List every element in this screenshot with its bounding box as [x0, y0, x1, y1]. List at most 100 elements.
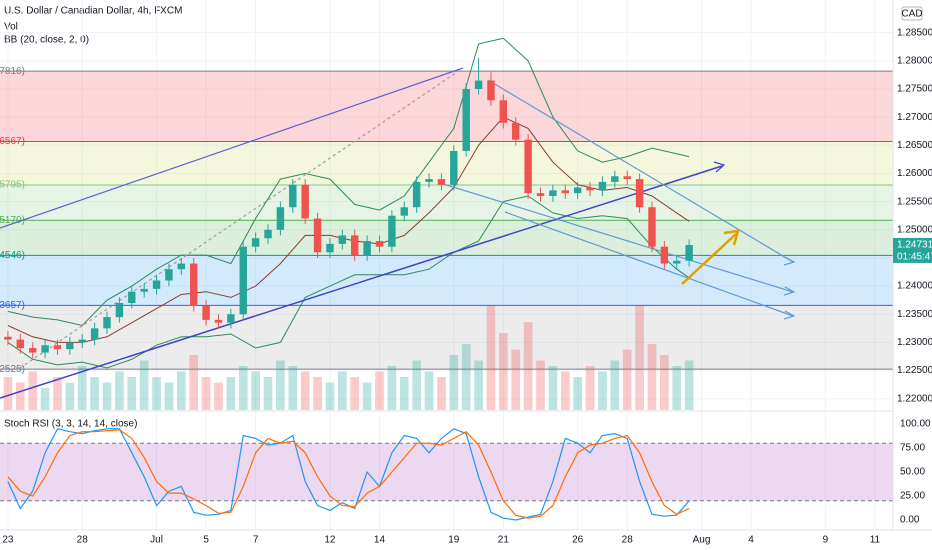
last-price: 1.24731 [897, 240, 932, 251]
y-tick-label: 1.24000 [897, 281, 932, 292]
arrow-head [723, 229, 740, 246]
candle-body [499, 100, 508, 123]
candle-body [103, 317, 111, 329]
volume-bar [127, 377, 137, 410]
volume-bar [164, 382, 174, 410]
candle-body [685, 244, 693, 261]
candle-body [289, 184, 297, 208]
volume-bar [176, 371, 186, 410]
x-tick-label: 12 [324, 535, 336, 546]
candle-body [474, 80, 483, 89]
candle-body [78, 339, 86, 343]
volume-bar [102, 382, 112, 410]
arrow-head [783, 310, 796, 320]
volume-bar [660, 355, 669, 410]
x-tick-label: 28 [77, 535, 89, 546]
candle-body [375, 241, 384, 247]
y-tick-label: 1.22500 [897, 365, 932, 376]
drawings [0, 67, 796, 399]
candle-body [549, 190, 557, 196]
x-tick-label: 19 [448, 535, 460, 546]
bb-band [7, 37, 690, 327]
x-tick-label: 21 [498, 535, 510, 546]
indicator-label: Stoch RSI (3, 3, 14, 14, close) [4, 419, 137, 430]
volume-bar [3, 377, 13, 410]
volume-bar [387, 366, 397, 410]
candle-body [276, 207, 285, 230]
projection-arrow [681, 233, 737, 285]
candle-body [16, 339, 25, 349]
candle-body [90, 328, 99, 340]
volume-bar [15, 382, 25, 410]
currency-box [901, 6, 923, 21]
arrow-head [713, 161, 726, 173]
volume-bar [536, 360, 545, 410]
volume-bar [560, 371, 570, 410]
candle-body [4, 336, 12, 340]
candle-body [648, 207, 656, 247]
volume-bar [263, 377, 273, 410]
x-tick-label: 4 [748, 535, 754, 546]
y-tick-label: 0.00 [900, 515, 920, 526]
indicator-label: BB (20, close, 2, 0) [4, 35, 89, 46]
candle-body [115, 302, 124, 318]
candle-body [227, 314, 235, 323]
y-tick-label: 1.26500 [897, 140, 932, 151]
y-tick-label: 1.22000 [897, 393, 932, 404]
volume-bar [238, 366, 248, 410]
volume-bar [214, 382, 223, 410]
candle-body [400, 207, 408, 216]
volume-bar [115, 371, 124, 410]
y-tick-label: 1.25000 [897, 224, 932, 235]
volume-bar [53, 377, 62, 410]
candle-body [673, 260, 681, 264]
volume-bar [226, 377, 236, 410]
y-tick-label: 50.00 [900, 467, 925, 478]
volume-bar [672, 366, 682, 410]
candle-body [301, 184, 309, 219]
fib-label: (2525) [0, 364, 25, 375]
y-tick-label: 25.00 [900, 491, 925, 502]
candle-body [388, 215, 396, 247]
candle-body [437, 179, 446, 185]
volume-bar [28, 371, 38, 410]
volume-bar [325, 382, 335, 410]
x-tick-label: 28 [622, 535, 634, 546]
volume-bar [139, 360, 149, 410]
channel-lower [0, 165, 723, 399]
candle-body [363, 241, 371, 256]
stoch-d [7, 429, 690, 519]
y-tick-label: 1.23000 [897, 337, 932, 348]
candle-body [573, 187, 582, 194]
volume-bar [412, 360, 421, 410]
volume-bar [499, 333, 508, 410]
last-price-box [893, 237, 932, 263]
volume-bar [338, 371, 347, 410]
candle-body [28, 348, 37, 353]
down-line [487, 79, 794, 263]
volume-bar [647, 344, 657, 410]
volume-bar [449, 355, 459, 410]
candle-body [152, 280, 161, 289]
volume-bar [573, 377, 582, 410]
volume-bar [40, 388, 50, 410]
y-tick-label: 75.00 [900, 443, 925, 454]
volume-bar [399, 377, 409, 410]
fib-zone [0, 220, 893, 256]
down-line [439, 182, 794, 293]
candle-body [412, 181, 421, 208]
candle-body [338, 235, 347, 244]
volume-bar [201, 377, 211, 410]
fib-zone [0, 305, 893, 370]
fib-zone [0, 71, 893, 142]
volume-bar [288, 366, 298, 410]
fib-label: (6567) [0, 136, 25, 147]
volume-bar [362, 382, 372, 410]
fib-label: (3657) [0, 300, 25, 311]
volume-bar [437, 377, 446, 410]
fib-label: (5795) [0, 180, 25, 191]
fib-zone [0, 141, 893, 186]
candle-body [536, 193, 545, 196]
candle-body [128, 291, 136, 303]
